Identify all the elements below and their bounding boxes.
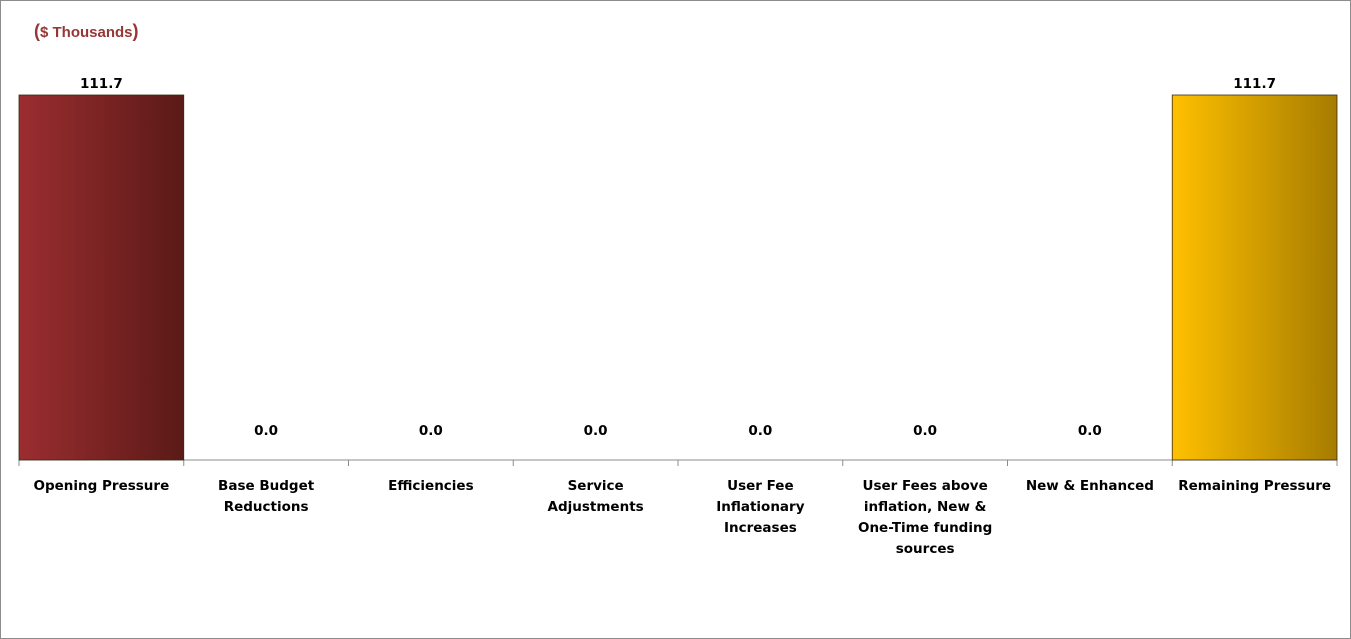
data-label: 111.7	[80, 76, 123, 92]
data-label: 0.0	[1078, 423, 1102, 439]
x-axis	[18, 459, 1338, 466]
units-label: ($ Thousands)	[34, 21, 139, 41]
data-label: 0.0	[419, 423, 443, 439]
category-label: Base Budget Reductions	[218, 478, 315, 515]
data-label: 0.0	[584, 423, 608, 439]
units-label-text: $ Thousands	[40, 24, 133, 41]
category-label: Remaining Pressure	[1178, 478, 1331, 494]
category-label: Service Adjustments	[548, 478, 644, 515]
data-label: 0.0	[254, 423, 278, 439]
data-label: 0.0	[748, 423, 772, 439]
category-label: Efficiencies	[388, 478, 474, 494]
category-label: New & Enhanced	[1026, 478, 1154, 494]
bar-opening-pressure	[18, 94, 185, 461]
data-label: 0.0	[913, 423, 937, 439]
category-label: User Fee Inflationary Increases	[716, 478, 804, 536]
data-label: 111.7	[1233, 76, 1276, 92]
data-labels: 111.7 0.0 0.0 0.0 0.0 0.0 0.0 111.7	[80, 76, 1276, 439]
bars	[18, 94, 1338, 461]
bar-remaining-pressure	[1171, 94, 1338, 461]
category-label: Opening Pressure	[34, 478, 170, 494]
category-label: User Fees above inflation, New & One-Time …	[858, 478, 992, 557]
category-labels: Opening Pressure Base Budget Reductions Eff…	[34, 478, 1332, 557]
